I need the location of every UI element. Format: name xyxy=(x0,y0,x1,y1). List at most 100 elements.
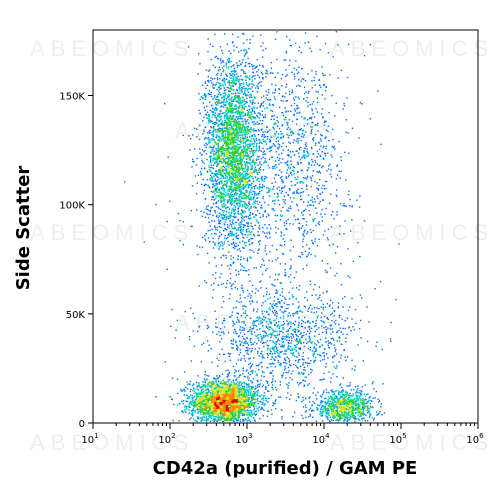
event-point xyxy=(227,391,229,393)
event-point xyxy=(207,418,209,421)
event-point xyxy=(236,204,238,206)
event-point xyxy=(249,414,251,416)
event-point xyxy=(221,395,224,397)
event-point xyxy=(249,175,251,177)
event-point xyxy=(234,413,236,416)
event-point xyxy=(243,180,245,182)
event-point xyxy=(218,396,220,398)
event-point xyxy=(350,389,352,391)
event-point xyxy=(220,84,222,87)
event-point xyxy=(330,413,332,415)
event-point xyxy=(203,106,205,109)
event-point xyxy=(211,111,214,114)
event-point xyxy=(364,395,367,397)
event-point xyxy=(248,209,250,212)
event-point xyxy=(213,418,215,421)
event-point xyxy=(240,139,242,141)
event-point xyxy=(250,127,252,129)
event-point xyxy=(325,403,327,405)
event-point xyxy=(222,391,225,393)
event-point xyxy=(211,206,213,208)
event-point xyxy=(266,138,269,140)
event-point xyxy=(231,203,233,206)
event-point xyxy=(227,59,229,61)
event-point xyxy=(230,233,232,235)
event-point xyxy=(229,395,231,397)
event-point xyxy=(266,410,269,413)
event-point xyxy=(192,415,194,417)
event-point xyxy=(349,404,351,407)
event-point xyxy=(240,189,242,191)
event-point xyxy=(225,175,227,178)
event-point xyxy=(242,87,244,90)
event-point xyxy=(313,387,315,389)
event-point xyxy=(216,109,218,111)
event-point xyxy=(260,45,262,47)
event-point xyxy=(266,415,269,417)
event-point xyxy=(327,412,329,414)
event-point xyxy=(205,396,207,398)
event-point xyxy=(183,394,186,396)
event-point xyxy=(342,408,344,410)
event-point xyxy=(230,147,233,149)
event-point xyxy=(229,402,231,404)
event-point xyxy=(340,383,342,385)
event-point xyxy=(340,417,342,419)
event-point xyxy=(240,396,242,399)
event-point xyxy=(227,81,229,84)
event-point xyxy=(228,391,231,393)
event-point xyxy=(251,161,254,164)
event-point xyxy=(332,403,334,405)
event-point xyxy=(209,157,212,159)
event-point xyxy=(218,173,220,175)
event-point xyxy=(216,226,218,229)
event-point xyxy=(232,222,235,224)
event-point xyxy=(226,417,229,420)
event-point xyxy=(255,158,258,160)
event-point xyxy=(247,416,249,418)
event-point xyxy=(248,147,250,150)
event-point xyxy=(254,414,257,416)
event-point xyxy=(253,409,255,411)
event-point xyxy=(191,413,194,416)
event-point xyxy=(219,77,221,80)
event-point xyxy=(210,209,212,212)
event-point xyxy=(341,390,343,392)
event-point xyxy=(251,138,253,140)
event-point xyxy=(197,405,199,408)
event-point xyxy=(336,395,338,398)
event-point xyxy=(228,386,231,389)
event-point xyxy=(237,387,239,390)
event-point xyxy=(228,389,230,392)
event-point xyxy=(220,410,222,413)
event-point xyxy=(197,417,200,420)
event-point xyxy=(247,114,250,116)
event-point xyxy=(242,394,244,397)
event-point xyxy=(341,400,343,402)
event-point xyxy=(240,114,242,116)
event-point xyxy=(343,416,346,419)
event-point xyxy=(211,399,214,401)
event-point xyxy=(209,391,212,394)
event-point xyxy=(252,68,254,70)
event-point xyxy=(220,411,223,414)
event-point xyxy=(336,399,339,401)
event-point xyxy=(230,255,232,257)
event-point xyxy=(260,81,262,83)
event-point xyxy=(350,409,352,412)
event-point xyxy=(208,409,210,411)
event-point xyxy=(213,377,216,379)
event-point xyxy=(205,389,208,391)
event-point xyxy=(193,406,196,408)
event-point xyxy=(190,417,192,419)
event-point xyxy=(236,382,238,385)
event-point xyxy=(249,129,251,131)
event-point xyxy=(253,138,255,140)
event-point xyxy=(213,407,215,409)
event-point xyxy=(213,175,215,178)
event-point xyxy=(203,400,206,402)
event-point xyxy=(191,384,194,387)
event-point xyxy=(341,412,343,415)
event-point xyxy=(188,383,190,385)
